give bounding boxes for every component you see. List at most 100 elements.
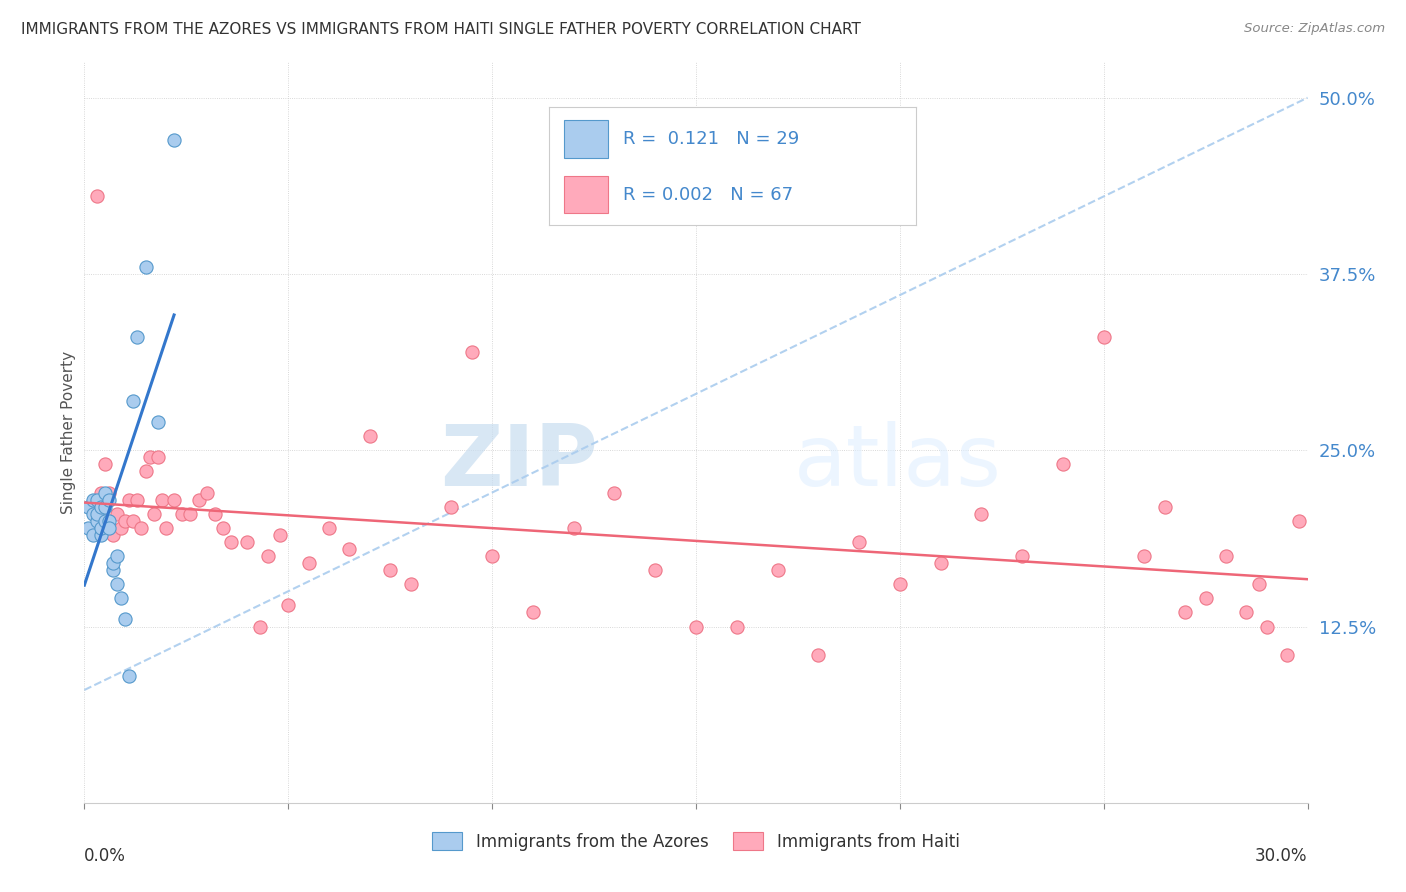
Point	[86, 492, 108, 507]
Point	[172, 507, 194, 521]
Point	[269, 528, 291, 542]
Point	[236, 535, 259, 549]
Point	[1092, 330, 1115, 344]
Point	[101, 528, 124, 542]
Point	[970, 507, 993, 521]
Text: 0.0%: 0.0%	[84, 847, 127, 865]
Point	[93, 500, 115, 514]
Point	[146, 450, 169, 465]
Point	[82, 492, 104, 507]
Legend: Immigrants from the Azores, Immigrants from Haiti: Immigrants from the Azores, Immigrants f…	[426, 825, 966, 857]
Point	[219, 535, 242, 549]
Point	[522, 606, 544, 620]
Point	[114, 514, 136, 528]
Text: Source: ZipAtlas.com: Source: ZipAtlas.com	[1244, 22, 1385, 36]
Point	[298, 556, 321, 570]
Point	[359, 429, 381, 443]
Point	[1288, 514, 1310, 528]
Point	[1277, 648, 1299, 662]
Point	[318, 521, 340, 535]
Point	[155, 521, 177, 535]
Point	[131, 521, 153, 535]
Point	[461, 344, 484, 359]
Point	[82, 528, 104, 542]
Point	[146, 415, 169, 429]
Point	[481, 549, 503, 563]
Point	[135, 260, 157, 274]
Point	[82, 500, 104, 514]
Point	[1215, 549, 1237, 563]
Point	[101, 556, 124, 570]
Point	[766, 563, 789, 577]
Point	[110, 591, 132, 606]
Point	[105, 549, 128, 563]
Y-axis label: Single Father Poverty: Single Father Poverty	[60, 351, 76, 514]
Point	[118, 492, 141, 507]
Point	[93, 514, 115, 528]
Point	[82, 507, 104, 521]
Point	[277, 599, 299, 613]
Point	[77, 521, 100, 535]
Point	[212, 521, 235, 535]
Point	[163, 133, 186, 147]
Point	[90, 528, 112, 542]
Point	[1011, 549, 1033, 563]
Point	[86, 507, 108, 521]
Text: ZIP: ZIP	[440, 421, 598, 504]
Point	[848, 535, 870, 549]
Point	[86, 514, 108, 528]
Point	[1154, 500, 1177, 514]
Text: IMMIGRANTS FROM THE AZORES VS IMMIGRANTS FROM HAITI SINGLE FATHER POVERTY CORREL: IMMIGRANTS FROM THE AZORES VS IMMIGRANTS…	[21, 22, 860, 37]
Point	[110, 521, 132, 535]
Point	[114, 612, 136, 626]
Point	[105, 507, 128, 521]
Point	[195, 485, 218, 500]
Point	[93, 458, 115, 472]
Point	[118, 669, 141, 683]
Point	[249, 619, 271, 633]
Point	[1133, 549, 1156, 563]
Point	[127, 492, 149, 507]
Point	[685, 619, 707, 633]
Point	[562, 521, 585, 535]
Point	[1174, 606, 1197, 620]
Point	[257, 549, 280, 563]
Point	[101, 563, 124, 577]
Point	[889, 577, 911, 591]
Point	[86, 189, 108, 203]
Point	[77, 500, 100, 514]
Point	[725, 619, 748, 633]
Point	[644, 563, 666, 577]
Point	[97, 485, 120, 500]
Point	[179, 507, 201, 521]
Point	[929, 556, 952, 570]
Point	[1256, 619, 1278, 633]
Point	[138, 450, 160, 465]
Point	[1247, 577, 1270, 591]
Point	[90, 521, 112, 535]
Point	[122, 514, 145, 528]
Point	[93, 485, 115, 500]
Point	[187, 492, 209, 507]
Text: atlas: atlas	[794, 421, 1002, 504]
Point	[97, 514, 120, 528]
Point	[163, 492, 186, 507]
Point	[603, 485, 626, 500]
Point	[339, 541, 361, 556]
Point	[150, 492, 173, 507]
Point	[97, 521, 120, 535]
Point	[90, 500, 112, 514]
Point	[90, 485, 112, 500]
Point	[97, 492, 120, 507]
Point	[204, 507, 226, 521]
Point	[1236, 606, 1258, 620]
Point	[135, 464, 157, 478]
Point	[127, 330, 149, 344]
Point	[122, 393, 145, 408]
Point	[399, 577, 422, 591]
Point	[1052, 458, 1074, 472]
Point	[93, 514, 115, 528]
Text: 30.0%: 30.0%	[1256, 847, 1308, 865]
Point	[380, 563, 402, 577]
Point	[807, 648, 830, 662]
